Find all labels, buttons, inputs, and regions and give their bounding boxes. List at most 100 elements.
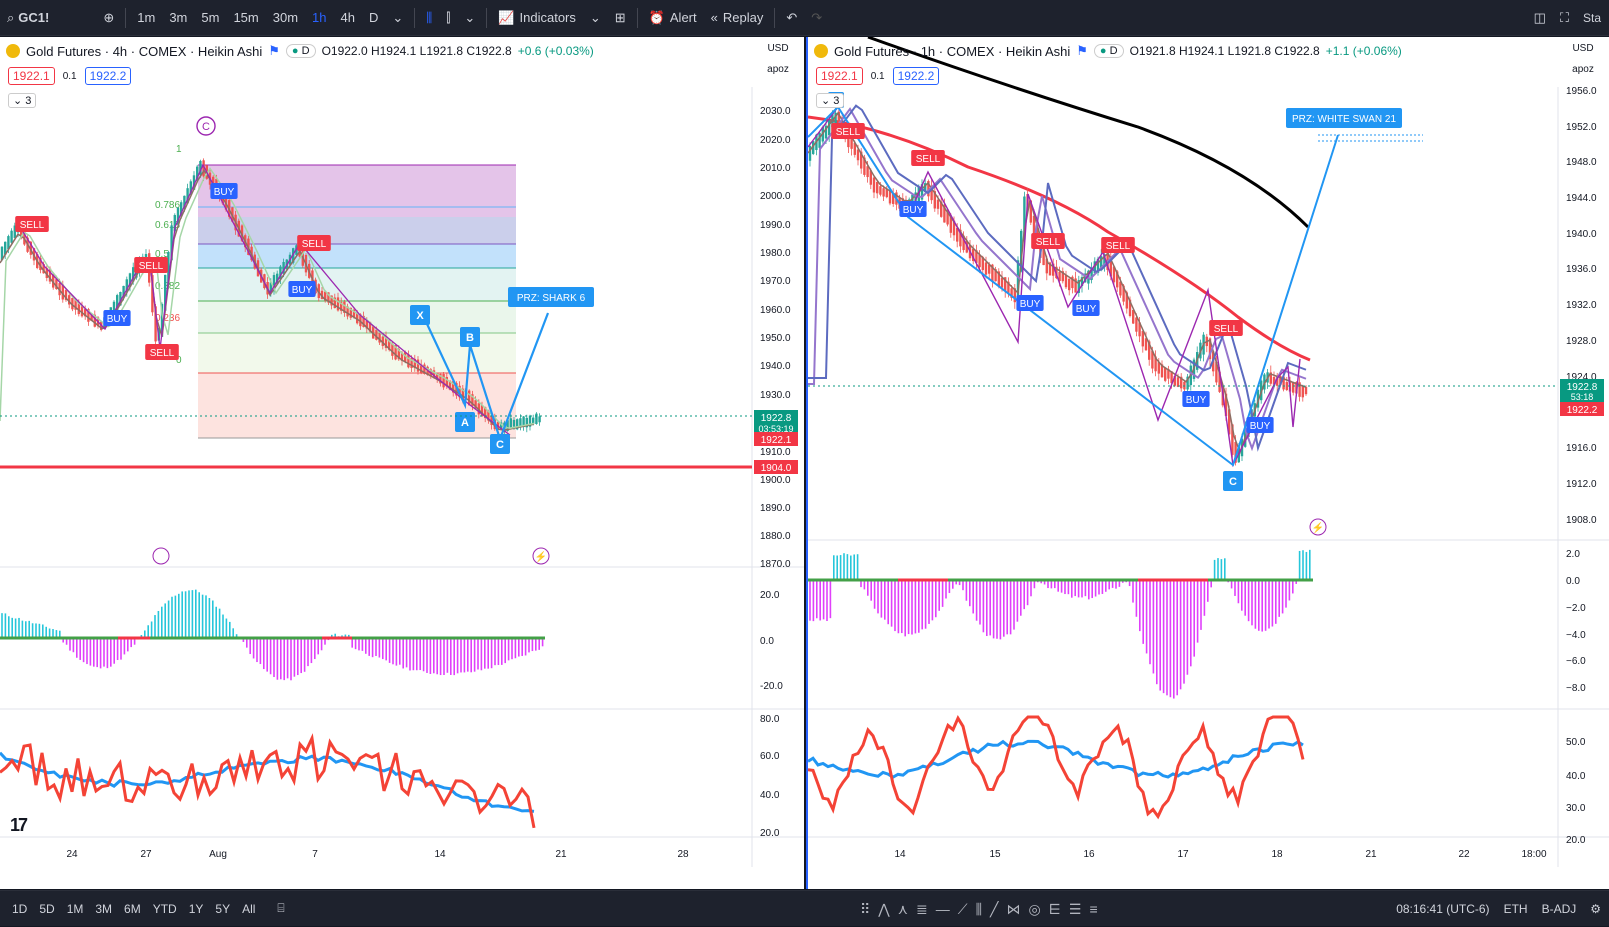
data-source-pill[interactable]: ● D (285, 44, 316, 58)
indicators-dropdown[interactable]: ⌄ (583, 0, 608, 36)
redo-button[interactable]: ↷ (804, 0, 829, 36)
flag-icon[interactable]: ⚑ (1076, 43, 1088, 58)
signal-marker-buy-bg (1016, 295, 1044, 311)
adjustment-toggle[interactable]: B-ADJ (1541, 902, 1577, 916)
ray-tool-icon[interactable]: ⟋ (957, 900, 968, 917)
channel-tool-icon[interactable]: ⋿ (1048, 900, 1061, 917)
range-1d[interactable]: 1D (12, 901, 28, 916)
candle-body (77, 302, 80, 315)
save-status[interactable]: Sta (1582, 11, 1601, 25)
divider (774, 7, 776, 28)
buy-price-button[interactable]: 1922.2 (892, 67, 940, 85)
candle-body (125, 279, 128, 293)
layout-button[interactable]: ⊞ (608, 0, 633, 36)
sell-price-button[interactable]: 1922.1 (816, 67, 863, 85)
range-5d[interactable]: 5D (39, 901, 55, 916)
indicator-collapse-button[interactable]: ⌄ 3 (816, 93, 845, 108)
replay-button[interactable]: « Replay (704, 0, 771, 36)
flag-icon[interactable]: ⚑ (268, 43, 280, 58)
menu-tool-icon[interactable]: ≡ (1089, 901, 1098, 917)
range-list: 1D 5D 1M 3M 6M YTD 1Y 5Y All (6, 902, 261, 916)
candle-body (876, 181, 879, 194)
interval-dropdown[interactable]: ⌄ (385, 0, 410, 36)
tradingview-logo[interactable]: 17 (10, 815, 28, 835)
settings-icon[interactable]: ⚙ (1590, 902, 1601, 916)
signal-marker-sell-bg (1031, 233, 1065, 249)
session-toggle[interactable]: ETH (1503, 902, 1528, 916)
range-6m[interactable]: 6M (124, 901, 141, 916)
signal-marker-buy-bg (288, 281, 316, 297)
candle-body (362, 315, 365, 328)
drag-handle-icon[interactable]: ⠿ (860, 900, 871, 917)
candle-body (276, 273, 279, 284)
chevron-down-icon: ⌄ (589, 9, 601, 25)
chart-style-dropdown[interactable]: ⌄ (457, 0, 482, 36)
symbol-search[interactable]: ⌕ GC1! (0, 0, 56, 36)
range-ytd[interactable]: YTD (152, 901, 177, 916)
trendline-tool-icon[interactable]: ╱ (990, 900, 999, 917)
clock[interactable]: 08:16:41 (UTC-6) (1396, 902, 1490, 916)
alert-button[interactable]: ⏰ Alert (642, 0, 704, 36)
mode-label: apoz (767, 64, 789, 75)
price-tick: 1880.0 (760, 531, 791, 542)
left-chart-panel[interactable]: 2030.0 2020.0 2010.0 2000.0 1990.0 1980.0 1970… (0, 37, 804, 889)
candle-body (1084, 273, 1087, 283)
left-chart-canvas[interactable]: 2030.0 2020.0 2010.0 2000.0 1990.0 1980.0 1970… (0, 37, 804, 889)
candle-body (1301, 386, 1304, 398)
range-5y[interactable]: 5Y (215, 901, 231, 916)
date-range-icon[interactable]: ⌸ (277, 901, 285, 915)
price-tick: 1980.0 (760, 248, 791, 259)
axis-currency[interactable]: USD apoz (756, 43, 800, 75)
interval-1h[interactable]: 1h (312, 10, 327, 25)
pattern-tool-icon[interactable]: ⋀ (878, 900, 890, 917)
range-3m[interactable]: 3M (95, 901, 113, 916)
data-source-pill[interactable]: ● D (1093, 44, 1124, 58)
price-tick: 1952.0 (1566, 122, 1597, 133)
candle-style-button[interactable]: ⫼ (419, 0, 439, 36)
interval-15m[interactable]: 15m (233, 10, 259, 25)
price-tag: 1922.1 (761, 435, 792, 446)
sell-price-button[interactable]: 1922.1 (8, 67, 55, 85)
layout-split-icon[interactable]: ◫ (1533, 10, 1546, 25)
range-all[interactable]: All (242, 901, 256, 916)
indicators-button[interactable]: 📈 Indicators (491, 0, 583, 36)
interval-5m[interactable]: 5m (201, 10, 220, 25)
levels-tool-icon[interactable]: ☰ (1068, 900, 1082, 917)
hline-tool-icon[interactable]: — (935, 901, 950, 917)
fib-label: 0.236 (155, 313, 180, 324)
candle-body (455, 383, 458, 396)
interval-30m[interactable]: 30m (272, 10, 299, 25)
xabcd-tool-icon[interactable]: ⋈ (1006, 900, 1021, 917)
candle-body (930, 186, 933, 201)
candle-body (1279, 376, 1282, 385)
time-tick: 15 (989, 849, 1001, 860)
interval-3m[interactable]: 3m (169, 10, 188, 25)
add-symbol-button[interactable]: ⊕ (96, 0, 121, 36)
signal-marker-buy-bg (210, 183, 238, 199)
range-1y[interactable]: 1Y (188, 901, 204, 916)
right-chart-panel[interactable]: 1956.0 1952.0 1948.0 1944.0 1940.0 1936.0 1932… (806, 37, 1609, 889)
buy-price-button[interactable]: 1922.2 (84, 67, 132, 85)
candle-body (439, 373, 442, 384)
candle-body (1180, 376, 1183, 389)
price-tick: 1928.0 (1566, 336, 1597, 347)
undo-button[interactable]: ↶ (779, 0, 804, 36)
indicator-collapse-button[interactable]: ⌄ 3 (8, 93, 37, 108)
candle-body (1013, 288, 1016, 303)
candle-body (1231, 424, 1234, 455)
candle-body (972, 248, 975, 262)
interval-1m[interactable]: 1m (137, 10, 156, 25)
interval-4h[interactable]: 4h (340, 10, 355, 25)
bar-style-button[interactable]: ⫿ (439, 0, 457, 36)
abc-tool-icon[interactable]: ⋏ (897, 900, 909, 917)
fib-tool-icon[interactable]: ≣ (916, 900, 928, 917)
right-chart-canvas[interactable]: 1956.0 1952.0 1948.0 1944.0 1940.0 1936.0 1932… (808, 37, 1609, 889)
candle-body (952, 220, 956, 236)
axis-currency[interactable]: USD apoz (1561, 43, 1605, 75)
signal-marker-sell: SELL (916, 154, 941, 165)
fullscreen-icon[interactable]: ⛶ (1559, 10, 1569, 25)
interval-D[interactable]: D (368, 10, 379, 25)
range-1m[interactable]: 1M (66, 901, 84, 916)
cycle-tool-icon[interactable]: ◎ (1028, 900, 1041, 917)
pitchfork-tool-icon[interactable]: ⫼ (975, 900, 983, 917)
